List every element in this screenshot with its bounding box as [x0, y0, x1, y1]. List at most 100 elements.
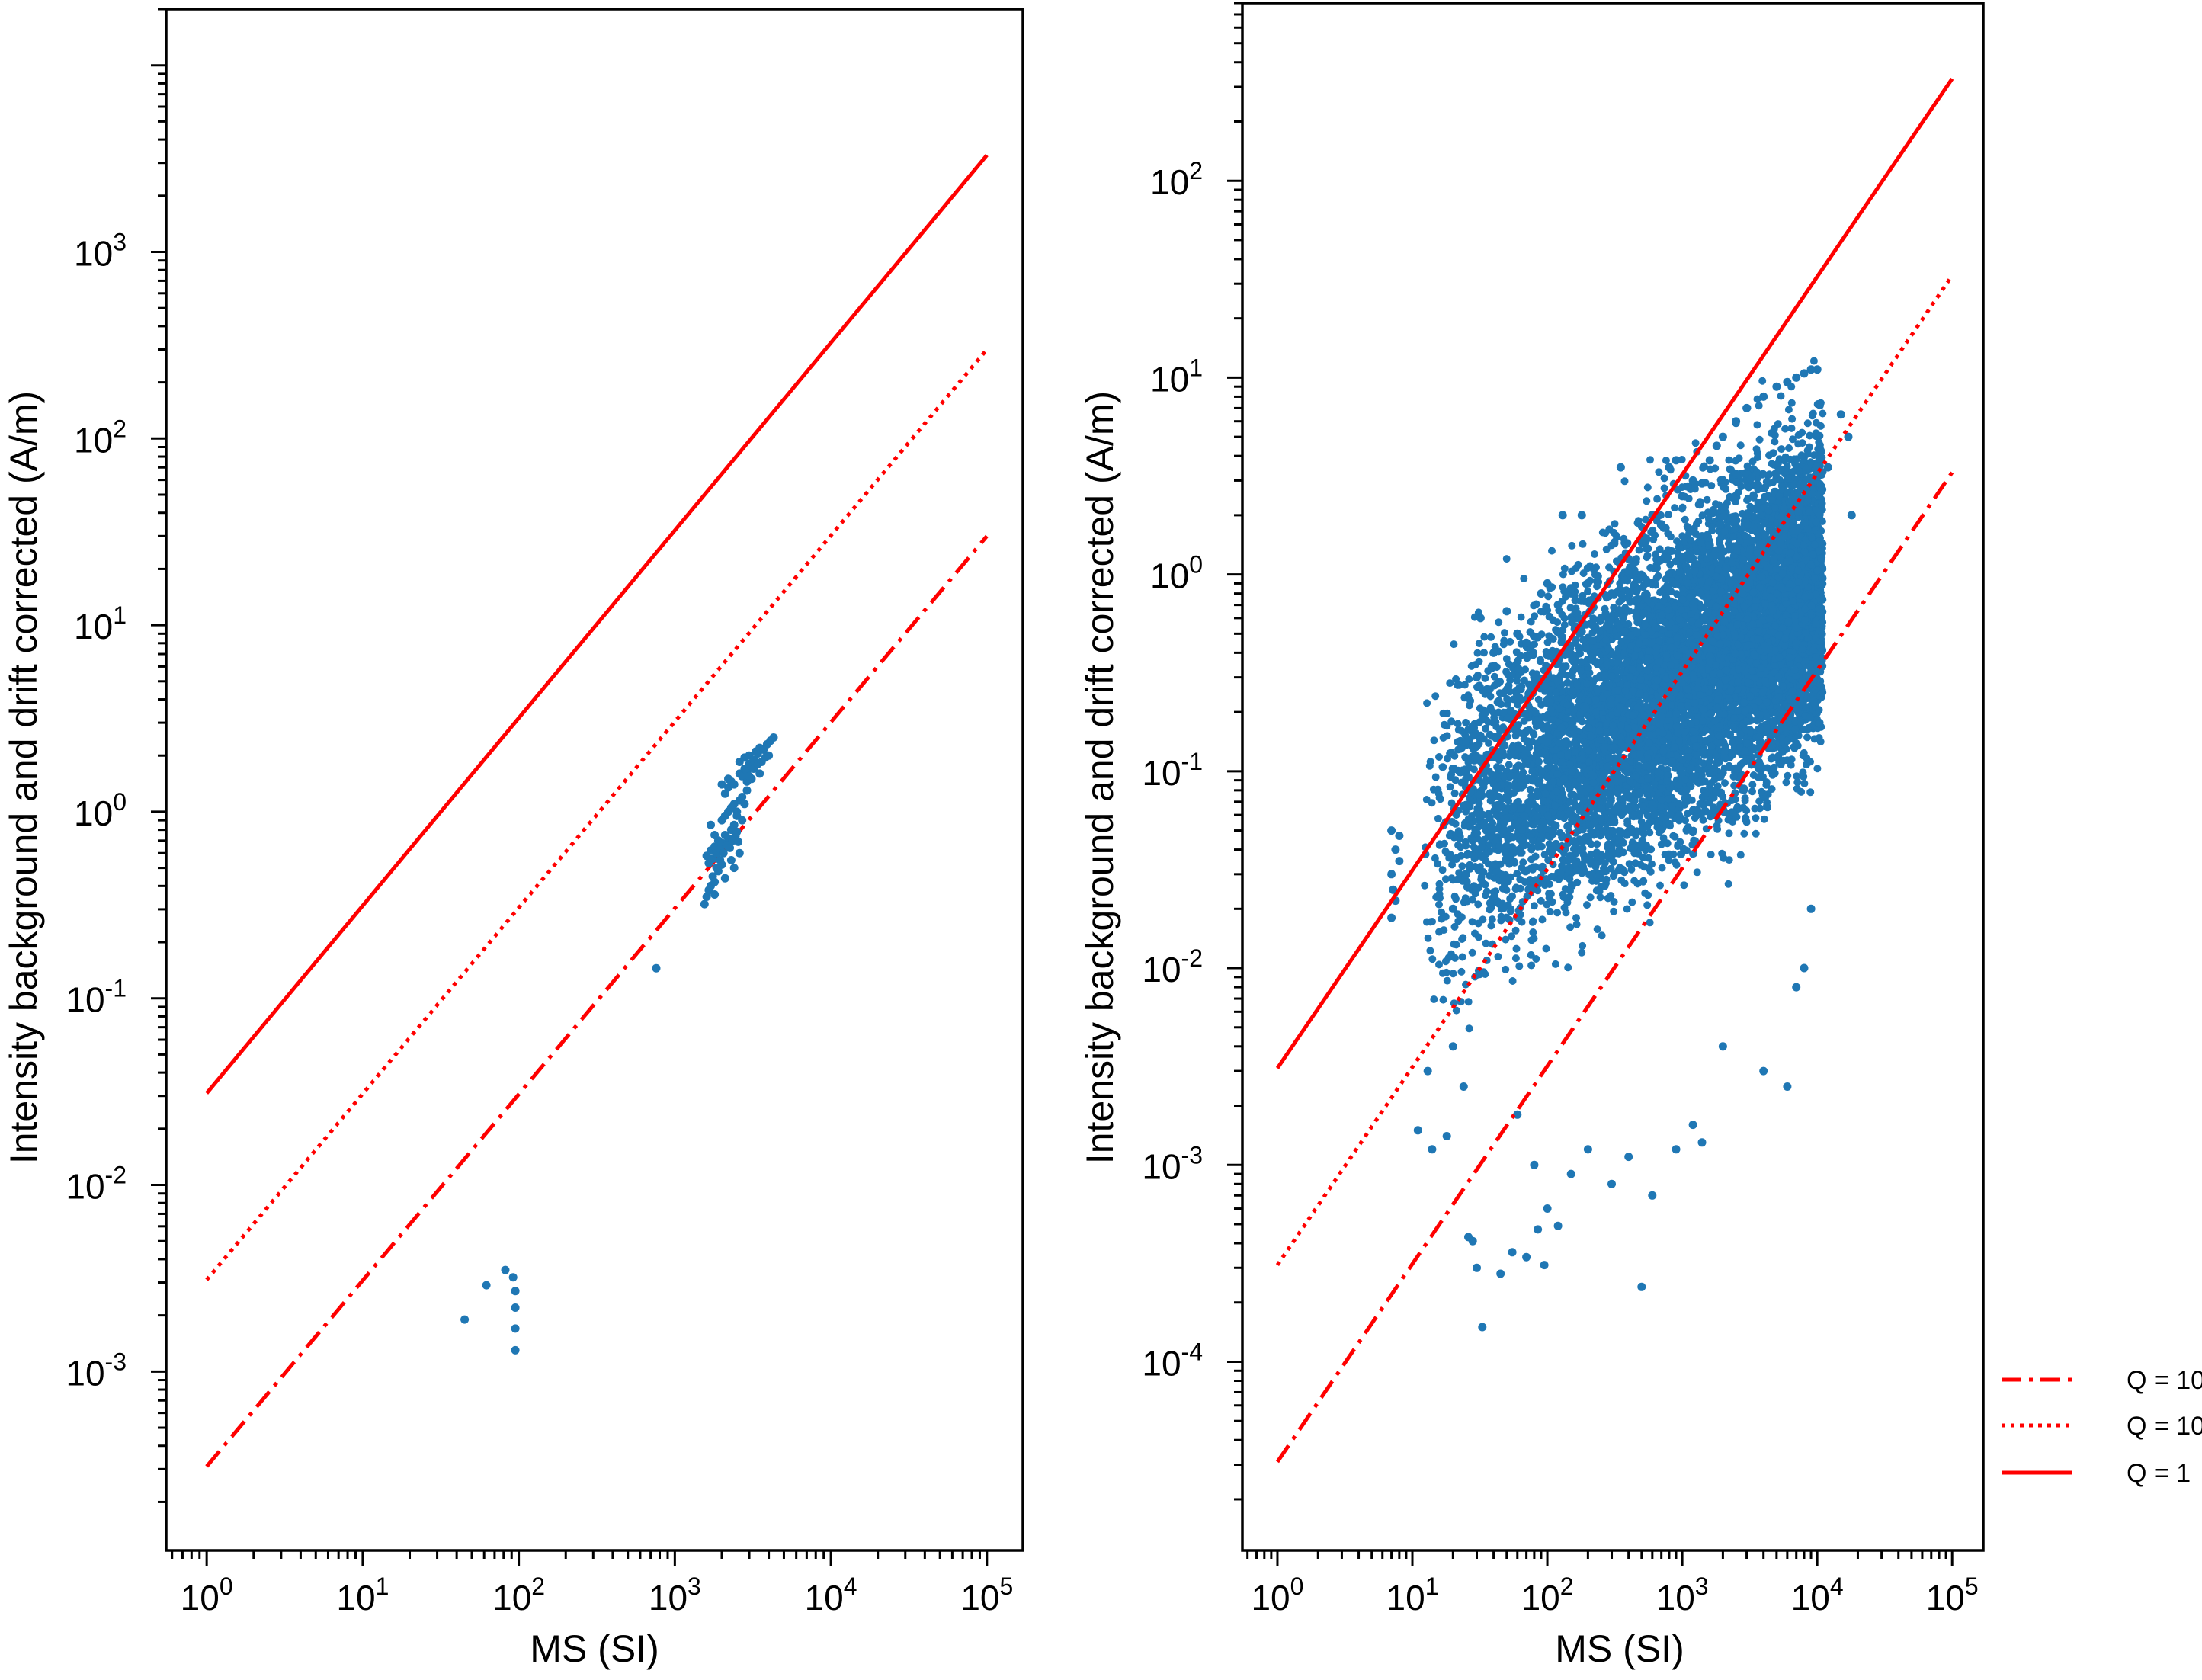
right-cloud-point	[1660, 474, 1668, 483]
right-cloud-point	[1487, 922, 1495, 930]
right-cloud-point	[1537, 656, 1544, 664]
right-cloud-point	[1627, 865, 1636, 874]
left-data-point	[511, 1287, 520, 1296]
right-cloud-point	[1448, 861, 1457, 869]
left-data-point	[717, 860, 726, 869]
right-cloud-point	[1426, 758, 1434, 766]
left-x-ticks: 100 101 102 103 104 105	[171, 1550, 1013, 1617]
right-cloud-point	[1527, 617, 1535, 626]
right-cloud-point	[1482, 724, 1489, 733]
left-data-point	[713, 867, 723, 876]
right-cloud-point	[1446, 679, 1454, 688]
left-data-point	[769, 733, 778, 742]
left-data-point	[710, 890, 720, 899]
left-x-tick-label: 105	[960, 1573, 1013, 1617]
right-cloud-point	[1752, 814, 1760, 822]
right-cloud-point	[1508, 892, 1517, 900]
left-data-point	[764, 751, 774, 760]
right-cloud-point	[1732, 457, 1740, 465]
left-data-point	[742, 786, 752, 795]
right-cloud-point	[1643, 901, 1652, 909]
left-data-point	[511, 1345, 520, 1355]
right-cloud-point	[1740, 829, 1748, 838]
right-cloud-point	[1490, 672, 1498, 681]
right-chart-panel: 100 101 102 103 104 105 10-410-310-210-110010…	[1079, 2, 1985, 1670]
right-cloud-point	[1488, 915, 1496, 924]
left-plot-frame	[165, 8, 1024, 1552]
right-cloud-point	[1568, 541, 1576, 550]
left-data-point	[738, 793, 747, 801]
right-cloud-point	[1441, 875, 1450, 883]
right-cloud-point	[1505, 761, 1513, 769]
left-line-q100	[205, 534, 989, 1468]
right-cloud-point	[1771, 438, 1779, 446]
right-cloud-point	[1551, 960, 1559, 968]
right-cloud-point	[1435, 960, 1443, 969]
right-cloud-point	[1538, 915, 1547, 924]
left-data-point	[460, 1315, 470, 1324]
right-cloud-point	[1660, 484, 1668, 492]
right-cloud-point	[1435, 890, 1444, 898]
left-data-point	[724, 774, 732, 784]
right-cloud-point	[1562, 909, 1570, 917]
right-cloud-point	[1458, 862, 1466, 870]
right-cloud-point	[1566, 604, 1575, 612]
right-cloud-point	[1450, 640, 1458, 649]
right-cloud-point	[1564, 963, 1572, 972]
right-cloud-point	[1782, 778, 1790, 787]
right-cloud-point	[1421, 881, 1429, 890]
right-cloud-point	[1777, 445, 1786, 454]
left-line-q1	[205, 153, 989, 1095]
right-cloud-point	[1716, 476, 1725, 484]
right-cloud-point	[1784, 406, 1793, 414]
right-cloud-point	[1598, 931, 1606, 940]
right-cloud-point	[1769, 449, 1777, 457]
right-cloud-point	[1751, 804, 1759, 813]
left-scatter-points	[460, 733, 778, 1355]
right-cloud-point	[1642, 515, 1650, 524]
right-cloud-point	[1707, 851, 1715, 858]
right-cloud-point	[1508, 977, 1517, 985]
left-x-tick-label: 104	[805, 1573, 857, 1617]
left-data-point	[720, 874, 729, 883]
right-cloud-point	[1481, 674, 1489, 682]
right-cloud-point	[1568, 567, 1576, 575]
right-cloud-point	[1623, 905, 1631, 913]
left-data-point	[511, 1303, 520, 1312]
right-cloud-point	[1669, 832, 1678, 840]
right-cloud-point	[1439, 995, 1447, 1004]
left-data-point	[726, 843, 734, 852]
left-x-tick-label: 103	[649, 1573, 701, 1617]
right-cloud-point	[1611, 520, 1619, 528]
left-data-point	[732, 811, 742, 820]
right-cloud-point	[1579, 540, 1587, 548]
right-cloud-point	[1442, 968, 1450, 976]
left-data-point	[700, 899, 709, 909]
right-cloud-point	[1800, 749, 1808, 757]
left-data-point	[710, 831, 720, 839]
right-cloud-point	[1426, 947, 1434, 955]
right-cloud-point	[1572, 636, 1580, 644]
left-data-point	[729, 780, 739, 789]
left-data-point	[734, 837, 743, 846]
left-y-axis-label: Intensity background and drift corrected…	[2, 391, 45, 1164]
right-cloud-point	[1506, 907, 1514, 915]
right-cloud-point	[1610, 907, 1618, 915]
right-scatter-cloud	[1421, 357, 1827, 1033]
right-cloud-point	[1691, 439, 1700, 447]
right-cloud-point	[1423, 699, 1431, 707]
right-cloud-point	[1793, 784, 1801, 793]
left-x-tick-label: 100	[181, 1573, 233, 1617]
right-cloud-point	[1532, 600, 1540, 608]
right-cloud-point	[1625, 860, 1633, 868]
right-cloud-point	[1806, 788, 1815, 797]
left-data-point	[729, 820, 739, 829]
right-cloud-point	[1784, 771, 1792, 780]
right-cloud-point	[1768, 785, 1776, 794]
right-cloud-point	[1443, 976, 1451, 985]
right-cloud-point	[1479, 780, 1487, 788]
left-y-tick-label: 101	[74, 601, 127, 646]
right-cloud-point	[1475, 640, 1483, 648]
right-cloud-point	[1542, 944, 1550, 953]
